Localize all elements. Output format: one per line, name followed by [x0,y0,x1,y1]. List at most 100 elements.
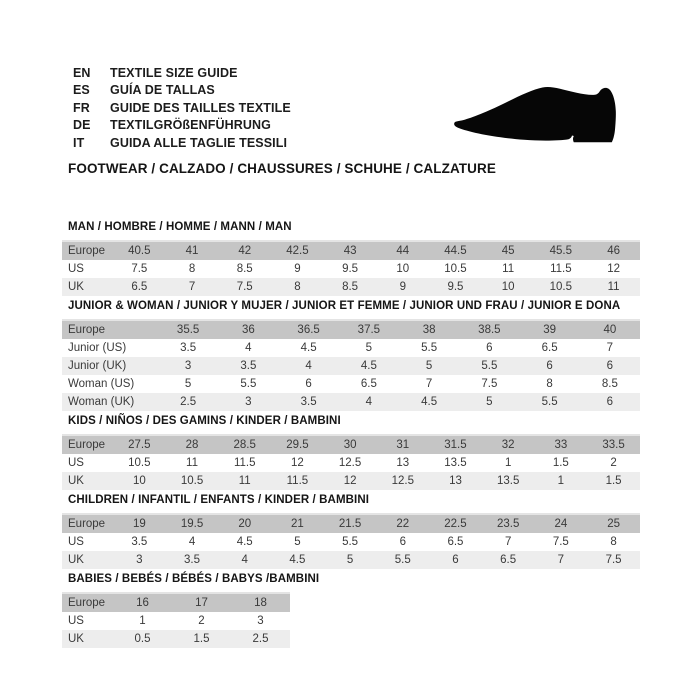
size-cell: 33.5 [602,439,625,451]
size-cell: 11.5 [550,263,572,275]
row-label: US [68,457,84,469]
size-cell: 5.5 [481,360,498,372]
size-cell: 38 [422,324,436,336]
size-cell: 12 [607,263,620,275]
size-cell: 7 [504,536,512,548]
size-row: US 10.5 11 11.5 12 12.5 13 13.5 1 1.5 2 [62,454,640,472]
size-table-title: MAN / HOMBRE / HOMME / MANN / MAN [68,221,292,233]
size-cell: 4 [305,360,312,372]
size-cell: 5.5 [342,536,359,548]
size-row: Junior (UK) 3 3.5 4 4.5 5 5.5 6 6 [62,357,640,375]
size-cell: 11 [238,475,251,487]
size-cell: 10.5 [180,475,204,487]
size-cell: 12 [291,457,304,469]
size-cell: 9.5 [447,281,464,293]
size-row: Woman (US) 5 5.5 6 6.5 7 7.5 8 8.5 [62,375,640,393]
size-cell: 6 [305,378,312,390]
size-cell: 23.5 [496,518,520,530]
size-cell: 31 [396,439,410,451]
size-row: UK 0.5 1.5 2.5 [62,630,290,648]
size-table: Europe 40.5 41 42 42.5 43 44 44.5 45 45.5 46 US 7.5 8… [62,240,640,296]
size-cell: 45.5 [549,245,573,257]
size-row-europe: Europe 19 19.5 20 21 21.5 22 22.5 23.5 24 25 [62,514,640,533]
size-cell: 9 [399,281,406,293]
size-cell: 5 [294,536,301,548]
footwear-heading: FOOTWEAR / CALZADO / CHAUSSURES / SCHUHE… [68,161,496,176]
row-label: UK [68,475,84,487]
size-cell: 7.5 [552,536,569,548]
size-cell: 16 [136,597,149,609]
size-tables: MAN / HOMBRE / HOMME / MANN / MAN Europe… [62,221,640,648]
row-label: Europe [68,597,106,609]
row-label: Woman (UK) [68,396,135,408]
dress-shoe-icon [440,75,630,155]
size-cell: 6 [452,554,459,566]
size-cell: 7.5 [236,281,253,293]
row-label: Europe [68,518,106,530]
size-cell: 17 [195,597,208,609]
size-cell: 42.5 [286,245,309,257]
size-cell: 20 [238,518,252,530]
language-code: DE [73,118,91,133]
size-cell: 39 [543,324,557,336]
size-cell: 25 [607,518,620,530]
language-label: GUIDA ALLE TAGLIE TESSILI [110,135,288,150]
size-cell: 10 [501,281,515,293]
size-table-section: BABIES / BEBÉS / BÉBÉS / BABYS /BAMBINI … [62,573,640,648]
size-cell: 41 [185,245,199,257]
size-cell: 4.5 [289,554,306,566]
size-cell: 11 [607,281,620,293]
row-label: US [68,615,84,627]
size-cell: 5 [184,378,192,390]
language-label: TEXTILGRÖßENFÜHRUNG [110,118,271,133]
size-cell: 6 [546,360,553,372]
size-cell: 42 [238,245,252,257]
size-cell: 8 [546,378,553,390]
size-cell: 8 [188,263,196,275]
language-code: FR [73,100,90,115]
size-cell: 30 [343,439,357,451]
size-cell: 3.5 [300,396,317,408]
size-cell: 8.5 [236,263,253,275]
size-cell: 22.5 [444,518,467,530]
size-table: Europe 35.5 36 36.5 37.5 38 38.5 39 40 Junior (US… [62,319,640,411]
size-cell: 6.5 [500,554,517,566]
size-cell: 3 [184,360,192,372]
size-cell: 7 [557,554,565,566]
size-cell: 35.5 [176,324,200,336]
size-cell: 5.5 [240,378,257,390]
size-cell: 8 [294,281,301,293]
size-cell: 11 [502,263,515,275]
size-cell: 4.5 [360,360,377,372]
language-label: TEXTILE SIZE GUIDE [110,65,238,80]
language-list: EN TEXTILE SIZE GUIDE ES GUÍA DE TALLAS … [73,64,291,152]
size-table-title: BABIES / BEBÉS / BÉBÉS / BABYS /BAMBINI [68,573,320,585]
size-cell: 12.5 [338,457,362,469]
language-row: DE TEXTILGRÖßENFÜHRUNG [73,117,291,135]
size-cell: 44.5 [444,245,467,257]
row-label: UK [68,281,84,293]
size-table-section: KIDS / NIÑOS / DES GAMINS / KINDER / BAM… [62,415,640,490]
size-table-title: CHILDREN / INFANTIL / ENFANTS / KINDER /… [68,494,370,506]
size-cell: 3.5 [240,360,257,372]
size-cell: 6 [399,536,406,548]
size-cell: 4 [188,536,196,548]
size-cell: 21.5 [338,518,362,530]
size-cell: 11.5 [233,457,256,469]
size-cell: 27.5 [128,439,151,451]
size-row: UK 10 10.5 11 11.5 12 12.5 13 13.5 1 1.5 [62,472,640,490]
size-cell: 19 [132,518,146,530]
size-table-section: MAN / HOMBRE / HOMME / MANN / MAN Europe… [62,221,640,296]
size-table-title: KIDS / NIÑOS / DES GAMINS / KINDER / BAM… [68,415,341,427]
size-cell: 10 [396,263,410,275]
size-cell: 3.5 [184,554,201,566]
size-cell: 12.5 [391,475,414,487]
size-row: UK 3 3.5 4 4.5 5 5.5 6 6.5 7 7.5 [62,551,640,569]
size-cell: 7 [606,342,614,354]
size-cell: 21 [291,518,304,530]
size-cell: 10.5 [128,457,151,469]
size-row-europe: Europe 27.5 28 28.5 29.5 30 31 31.5 32 33 33.5 [62,435,640,454]
size-cell: 4 [365,396,373,408]
size-cell: 19.5 [180,518,204,530]
